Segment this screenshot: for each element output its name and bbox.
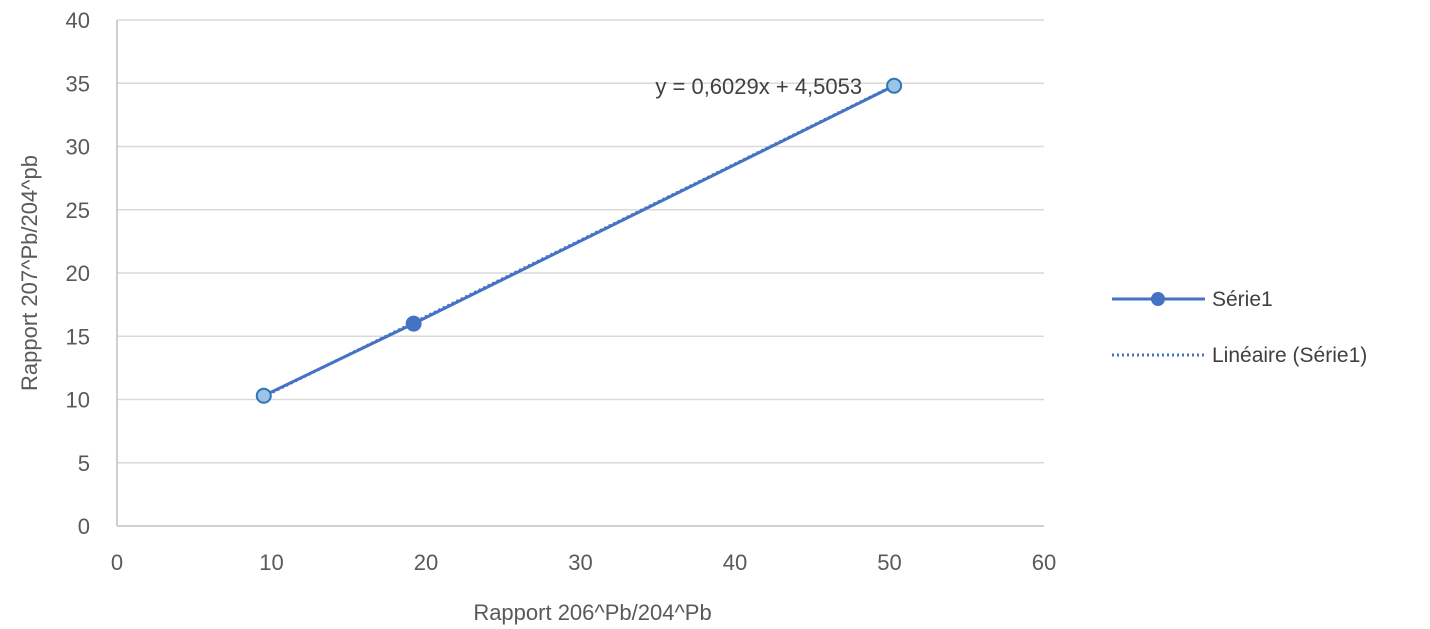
y-tick-label: 10 [66, 388, 90, 413]
legend: Série1 Linéaire (Série1) [1112, 288, 1367, 367]
y-tick-labels: 0 5 10 15 20 25 30 35 40 [66, 8, 90, 539]
x-tick-label: 50 [877, 550, 901, 575]
data-point [255, 387, 272, 404]
x-tick-label: 30 [568, 550, 592, 575]
axes [116, 20, 1044, 527]
x-tick-label: 20 [414, 550, 438, 575]
x-tick-label: 60 [1032, 550, 1056, 575]
legend-item-serie1: Série1 [1112, 288, 1273, 311]
x-tick-labels: 0 10 20 30 40 50 60 [111, 550, 1056, 575]
legend-label-serie1: Série1 [1212, 288, 1273, 311]
y-axis-title: Rapport 207^Pb/204^pb [17, 155, 42, 391]
legend-series-marker-swatch [1151, 292, 1165, 306]
x-tick-label: 40 [723, 550, 747, 575]
y-tick-label: 5 [78, 451, 90, 476]
data-point [886, 77, 903, 94]
y-tick-label: 30 [66, 135, 90, 160]
trendline-equation-label: y = 0,6029x + 4,5053 [655, 74, 862, 99]
y-tick-label: 15 [66, 324, 90, 349]
series-line-serie1 [263, 84, 895, 398]
y-tick-label: 40 [66, 8, 90, 33]
x-tick-label: 0 [111, 550, 123, 575]
x-tick-label: 10 [259, 550, 283, 575]
data-point [405, 315, 422, 332]
series [255, 77, 903, 404]
x-axis-title: Rapport 206^Pb/204^Pb [473, 600, 711, 625]
y-tick-label: 35 [66, 71, 90, 96]
y-tick-label: 0 [78, 514, 90, 539]
legend-label-trendline: Linéaire (Série1) [1212, 344, 1367, 367]
y-tick-label: 20 [66, 261, 90, 286]
gridlines [117, 19, 1044, 464]
legend-item-trendline: Linéaire (Série1) [1112, 344, 1367, 367]
y-tick-label: 25 [66, 198, 90, 223]
